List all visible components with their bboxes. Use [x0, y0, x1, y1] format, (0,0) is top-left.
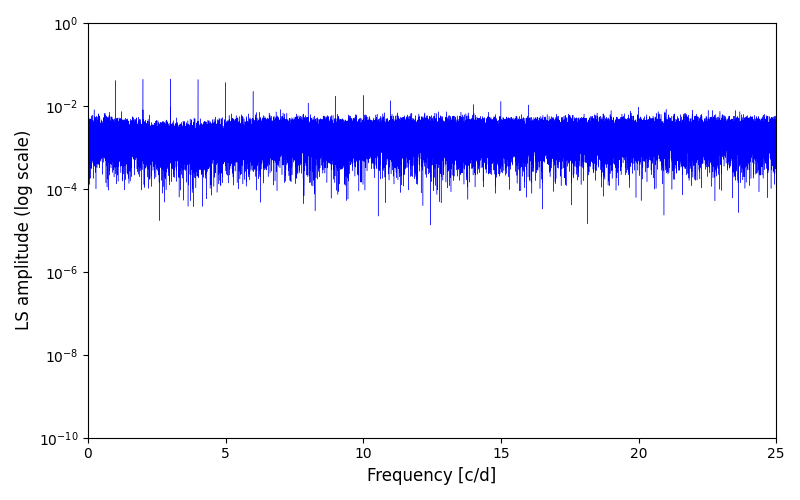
- Y-axis label: LS amplitude (log scale): LS amplitude (log scale): [15, 130, 33, 330]
- X-axis label: Frequency [c/d]: Frequency [c/d]: [367, 467, 497, 485]
